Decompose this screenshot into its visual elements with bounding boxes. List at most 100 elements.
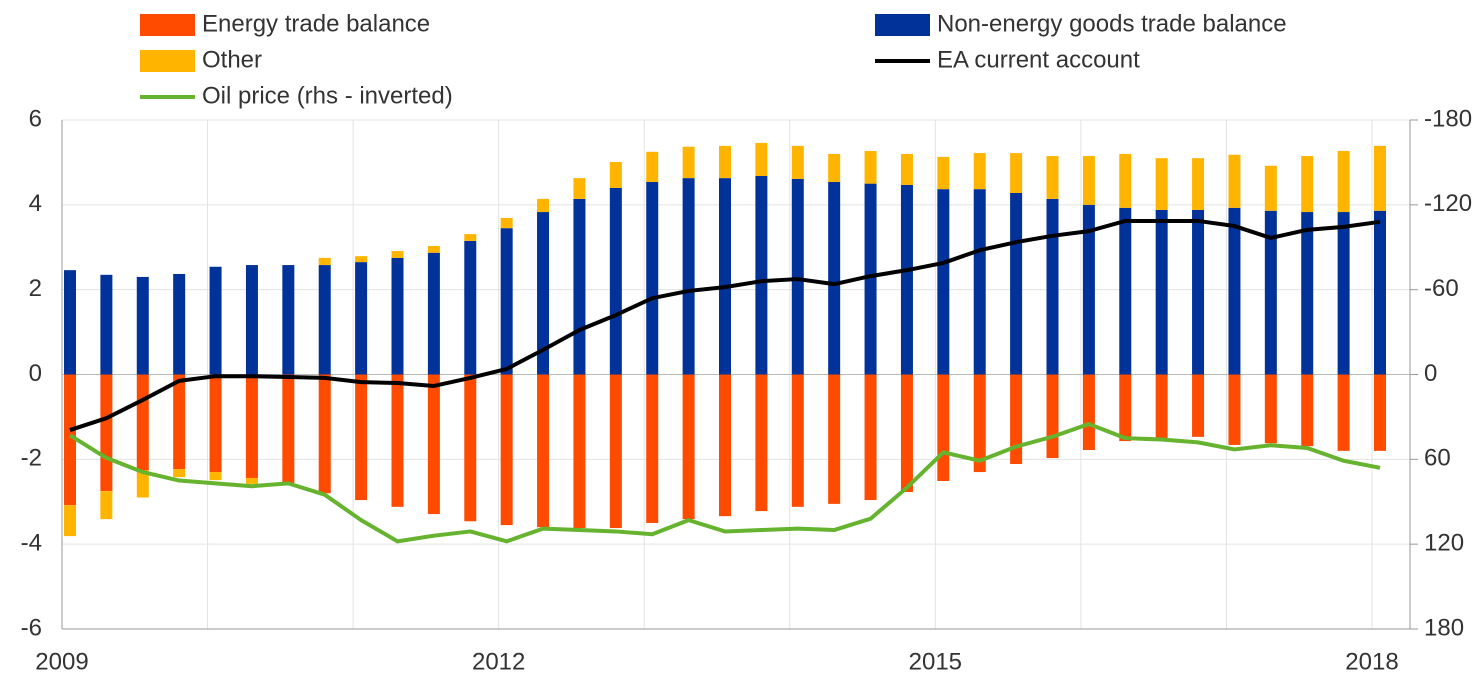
bar: [136, 470, 149, 498]
bar: [1374, 210, 1386, 375]
bar: [1010, 374, 1023, 464]
bar: [1119, 153, 1132, 208]
bar: [537, 374, 550, 528]
legend-label: Other: [202, 46, 262, 73]
bar: [864, 150, 877, 184]
bar: [682, 146, 695, 179]
legend-label: Energy trade balance: [202, 10, 430, 37]
bar: [755, 374, 768, 512]
bar: [828, 181, 841, 375]
bar: [646, 181, 659, 375]
bar: [318, 257, 331, 266]
bar: [1010, 192, 1023, 375]
bar: [1082, 156, 1095, 205]
bar: [573, 198, 586, 375]
bar: [609, 187, 622, 375]
bar: [864, 183, 877, 375]
legend-swatch: [140, 50, 195, 72]
x-tick-label: 2012: [472, 648, 525, 675]
bar: [427, 252, 440, 375]
bar: [973, 374, 986, 473]
bar: [1192, 158, 1205, 210]
bar: [1192, 374, 1205, 437]
bar: [100, 491, 113, 520]
bar: [1119, 374, 1132, 442]
bar: [719, 145, 731, 179]
bar: [136, 276, 149, 375]
bar: [282, 374, 295, 484]
bar: [537, 212, 550, 375]
bar: [1082, 374, 1095, 451]
bar: [1264, 210, 1277, 375]
bar: [318, 374, 331, 494]
bar: [245, 477, 258, 484]
legend-swatch: [140, 14, 195, 36]
bar: [609, 374, 622, 529]
bar: [64, 374, 76, 506]
bar: [64, 270, 76, 375]
bar: [1155, 374, 1168, 439]
y-tick-label: 4: [29, 190, 42, 217]
bar: [537, 198, 550, 213]
bar: [136, 374, 149, 471]
y2-tick-label: 180: [1424, 614, 1464, 641]
bar: [427, 374, 440, 515]
y2-tick-label: 60: [1424, 445, 1451, 472]
bar: [1010, 153, 1023, 193]
bar: [1301, 374, 1314, 447]
bar: [828, 153, 841, 182]
bar: [245, 374, 258, 478]
bar: [391, 257, 404, 375]
bar: [1228, 154, 1241, 208]
y2-tick-label: 0: [1424, 360, 1437, 387]
bar: [1337, 374, 1350, 451]
x-tick-label: 2009: [35, 648, 88, 675]
bar: [900, 184, 913, 375]
bar: [1301, 212, 1314, 375]
y-tick-label: 0: [29, 360, 42, 387]
y2-tick-label: 120: [1424, 530, 1464, 557]
y-tick-label: 2: [29, 275, 42, 302]
bar: [355, 256, 368, 263]
legend-label: Oil price (rhs - inverted): [202, 82, 453, 109]
y-tick-label: -6: [21, 614, 42, 641]
bar: [1228, 207, 1241, 375]
legend-swatch: [875, 14, 930, 36]
line: [69, 218, 1381, 432]
bar: [100, 374, 113, 492]
bar: [464, 234, 477, 241]
bar: [1192, 209, 1205, 375]
bar: [355, 262, 368, 375]
bar: [500, 217, 513, 229]
bar: [682, 374, 695, 520]
bar: [245, 265, 258, 375]
y2-tick-label: -180: [1424, 105, 1472, 132]
bar: [973, 153, 986, 190]
bar: [1155, 158, 1168, 210]
bar: [864, 374, 877, 501]
bar: [464, 240, 477, 375]
bar: [937, 374, 950, 481]
bar: [937, 156, 950, 190]
bar: [209, 374, 222, 473]
bar: [1155, 209, 1168, 375]
y2-tick-label: -60: [1424, 275, 1459, 302]
y2-tick-label: -120: [1424, 190, 1472, 217]
bar: [646, 151, 659, 182]
legend-label: Non-energy goods trade balance: [937, 10, 1287, 37]
bar: [609, 161, 622, 188]
bar: [937, 189, 950, 375]
bar: [755, 175, 768, 375]
bar: [100, 274, 113, 375]
bar: [791, 145, 804, 179]
bar: [173, 273, 186, 375]
bar: [900, 153, 913, 185]
x-tick-label: 2018: [1345, 648, 1398, 675]
bar: [209, 266, 222, 375]
bar: [1337, 150, 1350, 213]
bar: [791, 178, 804, 375]
bar: [282, 265, 295, 375]
bar: [173, 469, 186, 478]
